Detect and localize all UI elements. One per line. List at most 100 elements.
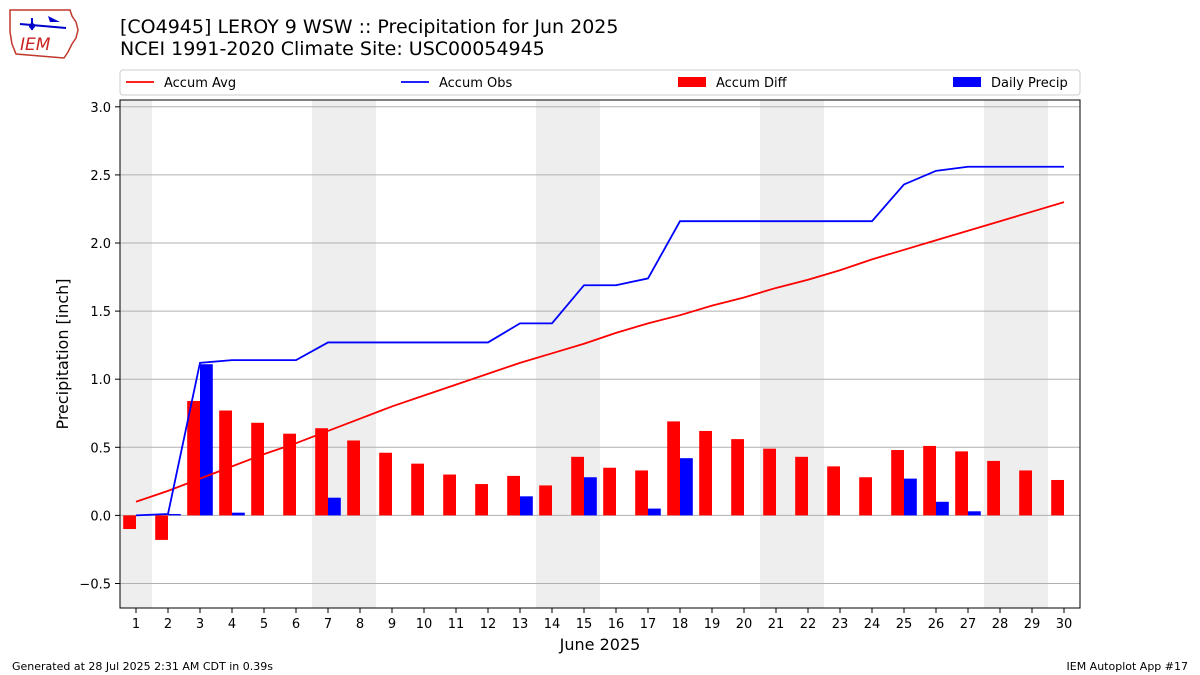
accum-diff-bar	[187, 400, 200, 516]
accum-obs-line	[135, 165, 1064, 517]
accum-diff-bar	[347, 440, 360, 516]
weekend-shade	[760, 100, 824, 608]
plot-frame	[119, 99, 1081, 609]
accum-diff-bar	[411, 463, 424, 516]
iem-logo: IEM	[9, 9, 79, 59]
accum-diff-bar	[283, 433, 296, 516]
x-tick-label: 26	[928, 617, 945, 632]
x-tick-label: 25	[896, 617, 913, 632]
accum-diff-bar	[923, 445, 936, 516]
x-tick-label: 20	[736, 617, 753, 632]
x-tick-label: 15	[576, 617, 593, 632]
x-axis-label: June 2025	[559, 635, 641, 654]
bar-layer	[123, 364, 1064, 540]
accum-diff-bar	[1019, 470, 1032, 516]
accum-diff-bar	[539, 485, 552, 516]
legend-box	[119, 69, 1081, 96]
iowa-outline-icon	[9, 9, 79, 59]
logo-text: IEM	[20, 35, 51, 55]
daily-precip-bar	[328, 497, 341, 516]
y-tick-label: 3.0	[90, 101, 111, 116]
legend: Accum Avg Accum Obs Accum Diff Daily Precip	[119, 69, 1081, 96]
x-tick-label: 22	[800, 617, 817, 632]
x-tick-label: 23	[832, 617, 849, 632]
accum-diff-bar	[763, 448, 776, 516]
x-tick-label: 2	[164, 617, 172, 632]
accum-diff-bar	[219, 410, 232, 516]
accum-diff-bar	[155, 515, 168, 540]
weekend-shade	[536, 100, 600, 608]
title-line-2: NCEI 1991-2020 Climate Site: USC00054945	[120, 38, 545, 60]
x-tick-label: 13	[512, 617, 529, 632]
y-tick-label: 2.0	[90, 237, 111, 252]
legend-entry-label: Daily Precip	[991, 76, 1068, 91]
accum-diff-bar	[827, 466, 840, 516]
y-tick-label: 1.0	[90, 373, 111, 388]
accum-diff-bar	[699, 430, 712, 516]
app-label: IEM Autoplot App #17	[1066, 660, 1189, 673]
accum-diff-bar	[731, 439, 744, 516]
accum-diff-bar	[123, 515, 136, 530]
x-tick-label: 21	[768, 617, 785, 632]
accum-diff-bar	[987, 460, 1000, 516]
accum-diff-bar	[571, 456, 584, 516]
y-tick-label: 0.0	[90, 509, 111, 524]
x-tick-label: 28	[992, 617, 1009, 632]
y-tick-label: 2.5	[90, 169, 111, 184]
grid-layer	[120, 106, 1080, 584]
accum-diff-bar	[667, 421, 680, 516]
accum-avg-line	[135, 201, 1065, 503]
y-tick-label: 0.5	[90, 441, 111, 456]
legend-entry-label: Accum Obs	[439, 76, 512, 91]
x-tick-label: 19	[704, 617, 721, 632]
x-tick-label: 11	[448, 617, 465, 632]
y-axis-label: Precipitation [inch]	[53, 278, 72, 429]
daily-precip-bar	[680, 458, 693, 516]
x-tick-label: 12	[480, 617, 497, 632]
accum-diff-bar	[251, 422, 264, 516]
accum-diff-bar	[475, 484, 488, 516]
x-tick-label: 9	[388, 617, 396, 632]
x-tick-label: 8	[356, 617, 364, 632]
daily-precip-bar	[520, 496, 533, 516]
x-tick-label: 24	[864, 617, 881, 632]
daily-precip-bar	[904, 478, 917, 516]
x-tick-label: 18	[672, 617, 689, 632]
accum-diff-bar	[955, 451, 968, 516]
x-tick-label: 1	[132, 617, 140, 632]
accum-diff-bar	[795, 456, 808, 516]
accum-diff-bar	[635, 470, 648, 516]
x-tick-label: 3	[196, 617, 204, 632]
x-tick-label: 7	[324, 617, 332, 632]
daily-precip-bar	[200, 364, 213, 516]
daily-precip-bar	[168, 514, 181, 516]
accum-diff-bar	[443, 474, 456, 516]
legend-bar-swatch	[678, 77, 706, 87]
legend-bar-swatch	[953, 77, 981, 87]
x-tick-label: 4	[228, 617, 236, 632]
x-tick-label: 6	[292, 617, 300, 632]
weekend-shade	[984, 100, 1048, 608]
daily-precip-bar	[584, 477, 597, 516]
weekend-shade	[312, 100, 376, 608]
weather-vane-icon	[19, 23, 67, 29]
title-line-1: [CO4945] LEROY 9 WSW :: Precipitation fo…	[120, 16, 619, 38]
x-tick-label: 27	[960, 617, 977, 632]
daily-precip-bar	[232, 512, 245, 516]
x-tick-label: 30	[1056, 617, 1073, 632]
y-tick-label: 1.5	[90, 305, 111, 320]
x-tick-label: 5	[260, 617, 268, 632]
daily-precip-bar	[648, 508, 661, 516]
y-tick-label: −0.5	[79, 577, 111, 592]
legend-entry-label: Accum Diff	[716, 76, 788, 91]
x-tick-label: 17	[640, 617, 657, 632]
weekend-shading-layer	[120, 100, 1048, 608]
axis-layer: −0.50.00.51.01.52.02.53.01 2 3 4 5 6 7 8 9 10 11 12…	[53, 101, 1072, 654]
daily-precip-bar	[936, 501, 949, 516]
line-layer	[135, 165, 1065, 517]
accum-diff-bar	[315, 428, 328, 516]
weekend-shade	[120, 100, 152, 608]
x-tick-label: 10	[416, 617, 433, 632]
x-tick-label: 16	[608, 617, 625, 632]
